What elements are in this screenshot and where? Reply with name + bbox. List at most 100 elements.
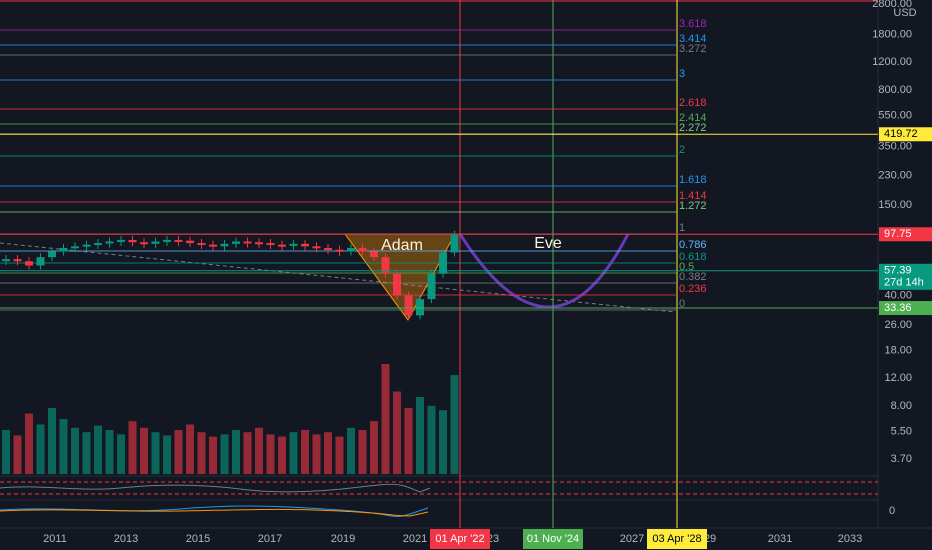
- candle: [128, 239, 137, 243]
- time-label: 2013: [114, 533, 138, 545]
- fib-label: 3.272: [679, 43, 707, 55]
- fib-label: 3: [679, 68, 685, 80]
- volume-bar: [427, 405, 436, 474]
- price-tick-label: 350.00: [878, 141, 912, 153]
- candle: [220, 243, 229, 247]
- candle: [2, 259, 10, 262]
- candle: [243, 241, 252, 244]
- price-tag-label: 97.75: [884, 228, 912, 240]
- candle: [427, 273, 436, 300]
- price-tag-label: 57.39: [884, 265, 912, 277]
- fib-label: 1.618: [679, 174, 707, 186]
- price-tick-label: 2800.00: [872, 0, 912, 10]
- candle: [312, 246, 321, 249]
- trend-line: [0, 242, 676, 313]
- oscillator-line: [0, 483, 431, 493]
- date-tag-label: 01 Apr '22: [435, 533, 484, 545]
- price-tick-label: 800.00: [878, 84, 912, 96]
- volume-bar: [381, 364, 390, 474]
- price-tag-label: 419.72: [884, 128, 918, 140]
- price-tick-label: 26.00: [884, 319, 912, 331]
- volume-bar: [312, 434, 321, 474]
- candle: [347, 248, 355, 252]
- candle: [117, 239, 125, 242]
- volume-bar: [140, 427, 148, 474]
- signal-line: [0, 508, 429, 517]
- volume-bar: [416, 397, 424, 474]
- price-tick-label: 230.00: [878, 169, 912, 181]
- price-tick-label: 5.50: [891, 426, 912, 438]
- fib-label: 1.414: [679, 190, 707, 202]
- currency: USD: [893, 7, 916, 19]
- volume-bar: [404, 408, 413, 474]
- candle: [36, 257, 45, 266]
- candle: [416, 299, 424, 316]
- price-tag: [879, 127, 932, 142]
- candle: [59, 248, 68, 252]
- price-tick-label: 18.00: [884, 344, 912, 356]
- candle: [71, 246, 79, 249]
- price-tick-label: 550.00: [878, 110, 912, 122]
- volume-bar: [439, 410, 447, 474]
- fib-label: 2: [679, 144, 685, 156]
- price-tag: [879, 301, 932, 316]
- volume-bar: [59, 419, 68, 474]
- candle: [358, 248, 367, 252]
- volume-bar: [25, 413, 33, 474]
- candle: [404, 295, 413, 316]
- volume-bar: [370, 421, 378, 474]
- candle: [324, 248, 332, 251]
- volume-bar: [358, 430, 367, 474]
- fib-label: 0: [679, 298, 685, 310]
- price-tick-label: 12.00: [884, 372, 912, 384]
- volume-bar: [220, 434, 229, 474]
- price-tick-label: 1800.00: [872, 28, 912, 40]
- volume-bar: [105, 430, 114, 474]
- price-tag-label: 33.36: [884, 302, 912, 314]
- date-tag: [430, 529, 490, 549]
- candle: [151, 241, 160, 244]
- candle: [255, 242, 263, 245]
- candle: [266, 243, 275, 246]
- volume-bar: [2, 430, 10, 474]
- fib-label: 0.5: [679, 261, 694, 273]
- candle: [163, 239, 171, 242]
- fib-label: 1.272: [679, 200, 707, 212]
- time-label: 2031: [768, 533, 792, 545]
- price-tag-sub: 27d 14h: [884, 277, 924, 289]
- volume-bar: [324, 432, 332, 474]
- candle: [370, 251, 378, 258]
- time-label: 2011: [43, 533, 67, 545]
- volume-bar: [186, 424, 194, 474]
- volume-bar: [278, 436, 286, 474]
- candle: [381, 257, 390, 274]
- fib-label: 0.382: [679, 271, 707, 283]
- volume-bar: [255, 427, 263, 474]
- time-label: 2033: [838, 533, 862, 545]
- candle: [450, 234, 459, 253]
- time-label: 2027: [620, 533, 644, 545]
- volume-bar: [450, 375, 459, 474]
- volume-bar: [71, 427, 79, 474]
- volume-bar: [243, 432, 252, 474]
- price-tag: [879, 227, 932, 242]
- candle: [25, 261, 33, 266]
- fib-label: 2.618: [679, 97, 707, 109]
- price-tick-label: 3.70: [891, 453, 912, 465]
- candle: [82, 244, 91, 247]
- volume-bar: [197, 432, 206, 474]
- volume-bar: [117, 434, 125, 474]
- fib-label: 0.618: [679, 251, 707, 263]
- indicator-tick: 0: [889, 505, 895, 517]
- volume-bar: [335, 436, 344, 474]
- volume-bar: [209, 436, 217, 474]
- date-tag-label: 03 Apr '28: [652, 533, 701, 545]
- price-tick-label: 40.00: [884, 289, 912, 301]
- time-label: 2021: [403, 533, 427, 545]
- candle: [232, 241, 240, 244]
- price-tick-label: 150.00: [878, 199, 912, 211]
- annotation: Eve: [534, 235, 562, 252]
- volume-bar: [36, 424, 45, 474]
- eve-curve: [458, 233, 630, 309]
- candle: [393, 273, 401, 296]
